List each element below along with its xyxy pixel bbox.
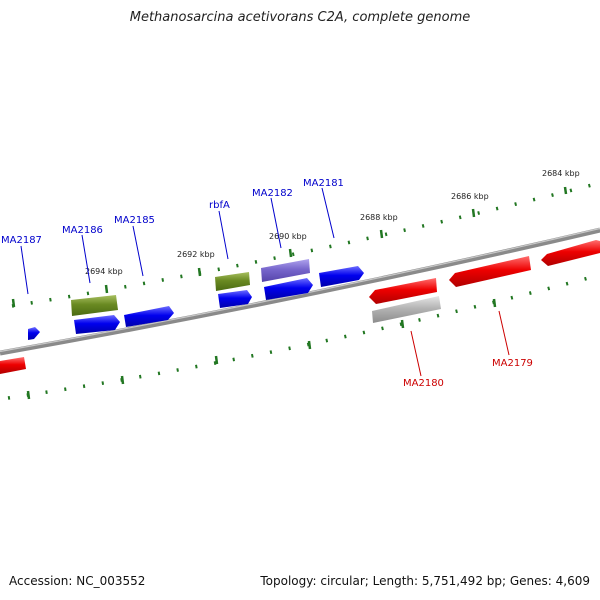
major-tick (400, 319, 405, 329)
gene-right-edge[interactable] (541, 240, 600, 266)
major-tick (26, 390, 31, 400)
major-tick (104, 284, 109, 294)
topology-summary: Topology: circular; Length: 5,751,492 bp… (260, 574, 590, 588)
leader-line-ma2180 (410, 330, 422, 377)
map-title: Methanosarcina acetivorans C2A, complete… (129, 10, 471, 25)
gene-label-ma2179[interactable]: MA2179 (492, 358, 533, 369)
gene-label-ma2187[interactable]: MA2187 (1, 235, 42, 246)
gene-ma2186-rna[interactable] (71, 295, 118, 316)
major-tick (379, 229, 384, 239)
major-ticks (11, 186, 568, 400)
major-tick (197, 267, 202, 277)
major-tick (214, 355, 219, 365)
gene-label-rbfA[interactable]: rbfA (209, 200, 230, 211)
tick-label: 2690 kbp (269, 232, 307, 241)
leader-line-ma2185 (132, 225, 144, 277)
gene-ma2180[interactable] (369, 278, 437, 304)
gene-ma2186[interactable] (74, 315, 120, 334)
gene-ma2182-pseudo[interactable] (261, 259, 310, 282)
leader-line-ma2181 (321, 187, 335, 239)
gene-rbfA[interactable] (218, 290, 252, 308)
leader-line-rbfA (218, 210, 229, 260)
gene-rbfA-rna[interactable] (215, 272, 250, 291)
forward-tick-track (11, 181, 600, 308)
tick-label: 2694 kbp (85, 267, 123, 276)
gene-ma2179[interactable] (449, 256, 531, 287)
tick-label: 2686 kbp (451, 192, 489, 201)
gene-ma2185[interactable] (124, 306, 174, 327)
forward-genes (28, 259, 364, 340)
accession-text: Accession: NC_003552 (9, 574, 146, 588)
gene-label-ma2181[interactable]: MA2181 (303, 178, 344, 189)
gene-label-ma2182[interactable]: MA2182 (252, 188, 293, 199)
gene-ma2182[interactable] (264, 278, 313, 300)
gene-ma2181[interactable] (319, 266, 364, 287)
major-tick (563, 186, 568, 195)
leader-line-ma2187 (20, 245, 29, 295)
gene-ma2187[interactable] (28, 327, 40, 340)
major-tick (307, 340, 312, 350)
gene-label-ma2185[interactable]: MA2185 (114, 215, 155, 226)
leader-line-ma2179 (498, 310, 510, 356)
major-tick (492, 298, 497, 308)
genome-backbone (0, 227, 600, 356)
major-tick (11, 298, 16, 308)
gene-left-edge[interactable] (0, 357, 26, 374)
major-tick (471, 208, 476, 218)
major-tick (120, 375, 125, 385)
leader-line-ma2186 (81, 234, 91, 284)
reverse-genes (0, 240, 600, 374)
tick-label: 2688 kbp (360, 213, 398, 222)
leader-line-ma2182 (270, 197, 282, 249)
tick-label: 2684 kbp (542, 169, 580, 178)
gene-ma2180-pseudo[interactable] (372, 296, 441, 323)
gene-label-ma2186[interactable]: MA2186 (62, 225, 103, 236)
tick-label: 2692 kbp (177, 250, 215, 259)
major-tick (288, 248, 293, 258)
gene-label-ma2180[interactable]: MA2180 (403, 378, 444, 389)
